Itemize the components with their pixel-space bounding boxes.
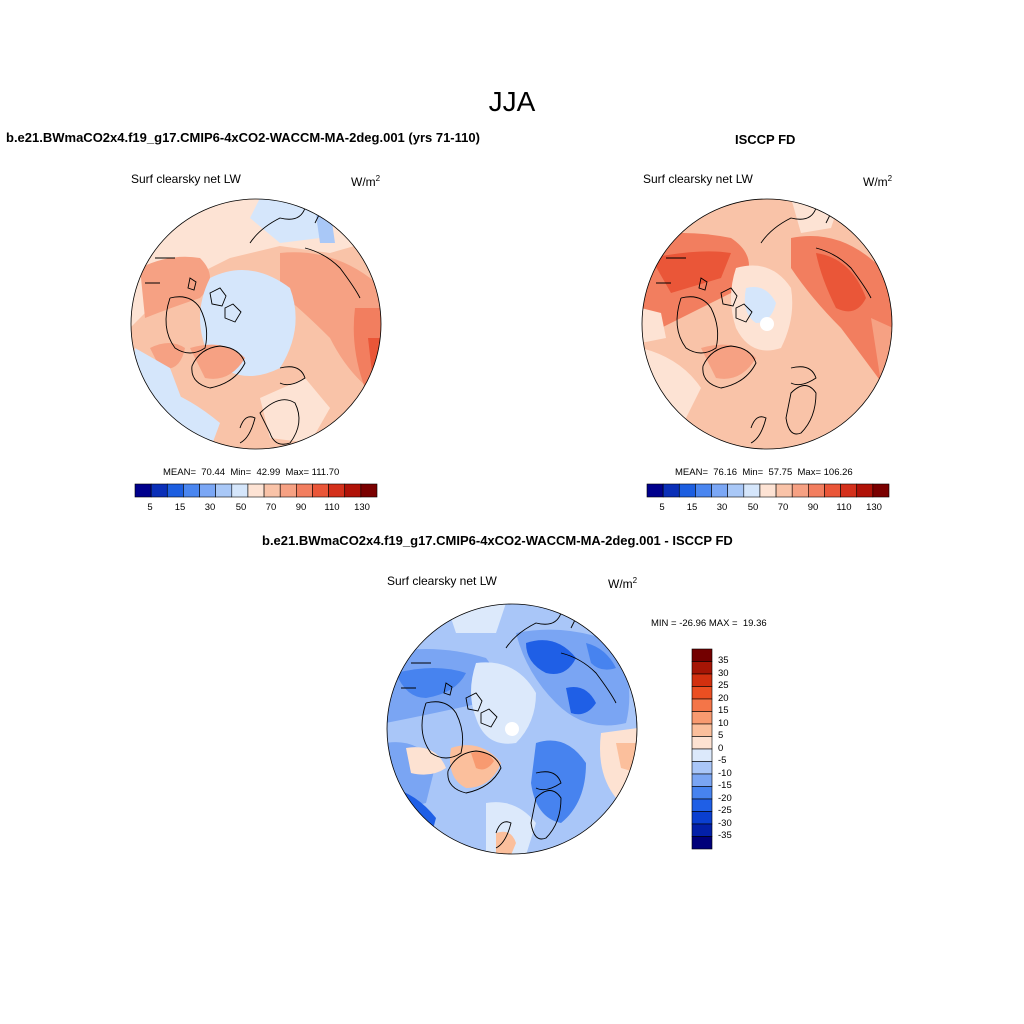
model-units-label: W/m2 xyxy=(351,174,381,189)
colorbar-tick: 90 xyxy=(295,502,307,513)
colorbar-swatch xyxy=(791,483,809,498)
colorbar-tick: 15 xyxy=(686,502,698,513)
colorbar-tick: 5 xyxy=(659,502,665,513)
colorbar-tick: 130 xyxy=(354,502,370,513)
model-panel-title: b.e21.BWmaCO2x4.f19_g17.CMIP6-4xCO2-WACC… xyxy=(6,130,480,145)
colorbar-swatch xyxy=(711,483,728,498)
model-polar-map xyxy=(130,198,382,450)
colorbar-tick: 5 xyxy=(147,502,153,513)
colorbar-swatch xyxy=(344,483,362,498)
colorbar-tick: 70 xyxy=(265,502,277,513)
colorbar-swatch xyxy=(691,736,713,750)
colorbar-swatch xyxy=(691,748,713,762)
obs-stats-label: MEAN= 76.16 Min= 57.75 Max= 106.26 xyxy=(675,467,853,478)
colorbar-tick: -20 xyxy=(718,792,732,804)
colorbar-tick: 25 xyxy=(718,680,729,691)
obs-panel-title: ISCCP FD xyxy=(735,132,796,147)
page-title: JJA xyxy=(488,86,536,117)
colorbar-swatch xyxy=(662,483,680,498)
colorbar-swatch xyxy=(691,648,713,662)
colorbar-swatch xyxy=(279,483,297,498)
colorbar-swatch xyxy=(691,698,713,712)
colorbar-swatch xyxy=(743,483,761,498)
obs-polar-map xyxy=(641,198,893,450)
obs-variable-label: Surf clearsky net LW xyxy=(643,172,753,186)
colorbar-tick: -15 xyxy=(718,780,732,791)
colorbar-tick: 70 xyxy=(777,502,789,513)
colorbar-swatch xyxy=(808,483,825,498)
colorbar-tick: 30 xyxy=(716,502,728,513)
colorbar-swatch xyxy=(695,483,712,498)
diff-colorbar-ticks: 35 30 25 20 15 10 5 0 -5 -10 -15 -20 -25… xyxy=(718,649,758,849)
colorbar-tick: 10 xyxy=(718,717,729,729)
obs-colorbar xyxy=(646,483,890,498)
diff-variable-label: Surf clearsky net LW xyxy=(387,574,497,588)
colorbar-swatch xyxy=(646,483,664,498)
colorbar-tick: 110 xyxy=(836,502,852,513)
colorbar-tick: 90 xyxy=(807,502,819,513)
colorbar-swatch xyxy=(691,711,713,725)
colorbar-tick: 15 xyxy=(174,502,186,513)
colorbar-swatch xyxy=(691,723,713,737)
diff-panel-title: b.e21.BWmaCO2x4.f19_g17.CMIP6-4xCO2-WACC… xyxy=(262,533,733,548)
colorbar-swatch xyxy=(775,483,793,498)
diff-units-label: W/m2 xyxy=(608,576,638,591)
colorbar-swatch xyxy=(247,483,265,498)
colorbar-tick: 20 xyxy=(718,692,729,704)
model-stats-label: MEAN= 70.44 Min= 42.99 Max= 111.70 xyxy=(163,467,340,478)
colorbar-swatch xyxy=(727,483,745,498)
colorbar-swatch xyxy=(691,773,713,787)
colorbar-swatch xyxy=(691,786,713,800)
colorbar-swatch xyxy=(183,483,200,498)
colorbar-swatch xyxy=(263,483,281,498)
colorbar-swatch xyxy=(231,483,249,498)
colorbar-tick: 50 xyxy=(235,502,247,513)
obs-colorbar-ticks: 5 15 30 50 70 90 110 130 xyxy=(647,502,889,516)
colorbar-swatch xyxy=(296,483,313,498)
colorbar-tick: -25 xyxy=(718,805,732,816)
colorbar-swatch xyxy=(691,686,713,700)
diff-colorbar xyxy=(691,648,713,850)
colorbar-tick: 130 xyxy=(866,502,882,513)
colorbar-tick: 0 xyxy=(718,742,724,754)
diff-polar-map xyxy=(386,603,638,855)
colorbar-swatch xyxy=(328,483,346,498)
colorbar-swatch xyxy=(215,483,233,498)
model-variable-label: Surf clearsky net LW xyxy=(131,172,241,186)
colorbar-swatch xyxy=(872,483,890,498)
colorbar-tick: -5 xyxy=(718,755,727,766)
colorbar-swatch xyxy=(759,483,777,498)
colorbar-tick: 35 xyxy=(718,655,729,666)
colorbar-tick: 30 xyxy=(204,502,216,513)
colorbar-swatch xyxy=(360,483,378,498)
colorbar-tick: 50 xyxy=(747,502,759,513)
colorbar-swatch xyxy=(691,661,713,675)
colorbar-tick: 30 xyxy=(718,667,729,679)
model-colorbar xyxy=(134,483,378,498)
colorbar-swatch xyxy=(691,836,713,850)
colorbar-tick: -35 xyxy=(718,830,732,841)
colorbar-tick: 5 xyxy=(718,730,724,741)
colorbar-swatch xyxy=(312,483,329,498)
model-colorbar-ticks: 5 15 30 50 70 90 110 130 xyxy=(135,502,377,516)
colorbar-swatch xyxy=(840,483,858,498)
colorbar-swatch xyxy=(199,483,216,498)
colorbar-swatch xyxy=(691,823,713,837)
colorbar-tick: 15 xyxy=(718,705,729,716)
diff-stats-label: MIN = -26.96 MAX = 19.36 xyxy=(651,618,767,629)
obs-units-label: W/m2 xyxy=(863,174,893,189)
colorbar-swatch xyxy=(824,483,841,498)
colorbar-swatch xyxy=(678,483,696,498)
colorbar-swatch xyxy=(691,798,713,812)
colorbar-swatch xyxy=(166,483,184,498)
colorbar-tick: 110 xyxy=(324,502,340,513)
colorbar-swatch xyxy=(150,483,168,498)
colorbar-tick: -30 xyxy=(718,817,732,829)
colorbar-swatch xyxy=(134,483,152,498)
colorbar-swatch xyxy=(856,483,874,498)
colorbar-swatch xyxy=(691,811,713,825)
colorbar-swatch xyxy=(691,673,713,687)
colorbar-tick: -10 xyxy=(718,767,732,779)
colorbar-swatch xyxy=(691,761,713,775)
